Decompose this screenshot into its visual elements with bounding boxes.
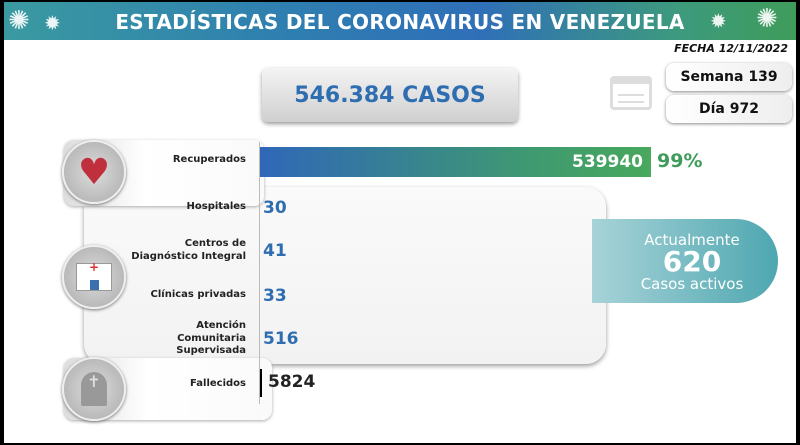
recuperados-bar: 539940: [259, 147, 651, 177]
infographic: ✺ ✹ ESTADÍSTICAS DEL CORONAVIRUS EN VENE…: [4, 2, 796, 443]
tombstone-icon: ✝: [62, 357, 126, 421]
virus-icon: ✹: [44, 11, 61, 35]
cdi-value: 41: [263, 241, 287, 261]
week-badge: Semana 139: [666, 63, 792, 91]
recuperados-label: Recuperados: [172, 154, 246, 165]
date-label: FECHA 12/11/2022: [674, 42, 788, 55]
virus-icon: ✺: [756, 4, 778, 34]
hospitalization-panel: [84, 187, 606, 364]
virus-icon: ✹: [710, 9, 727, 33]
hospital-icon: +: [62, 245, 126, 309]
total-cases: 546.384 CASOS: [262, 68, 518, 122]
axis-line: [259, 142, 260, 404]
cdi-label: Centros de Diagnóstico Integral: [131, 238, 246, 262]
page-title: ESTADÍSTICAS DEL CORONAVIRUS EN VENEZUEL…: [115, 10, 685, 34]
fallecidos-bar: [259, 369, 262, 397]
calendar-icon: [610, 76, 652, 110]
clinicas-value: 33: [263, 286, 287, 306]
active-label: Actualmente: [644, 231, 740, 249]
active-sublabel: Casos activos: [640, 275, 744, 293]
virus-icon: ✺: [8, 6, 30, 36]
active-value: 620: [662, 245, 722, 278]
hospitales-label: Hospitales: [186, 201, 246, 212]
day-badge: Día 972: [666, 95, 792, 123]
acs-value: 516: [263, 329, 299, 349]
recuperados-percent: 99%: [657, 150, 703, 172]
heart-icon: ♥: [62, 140, 126, 204]
active-cases-badge: Actualmente 620 Casos activos: [592, 219, 778, 303]
clinicas-label: Clínicas privadas: [150, 289, 247, 300]
acs-label: Atención Comunitaria Supervisada: [176, 320, 246, 356]
header-banner: ✺ ✹ ESTADÍSTICAS DEL CORONAVIRUS EN VENE…: [4, 2, 796, 40]
hospitales-value: 30: [263, 198, 287, 218]
fallecidos-label: Fallecidos: [190, 378, 246, 389]
fallecidos-value: 5824: [268, 372, 316, 392]
